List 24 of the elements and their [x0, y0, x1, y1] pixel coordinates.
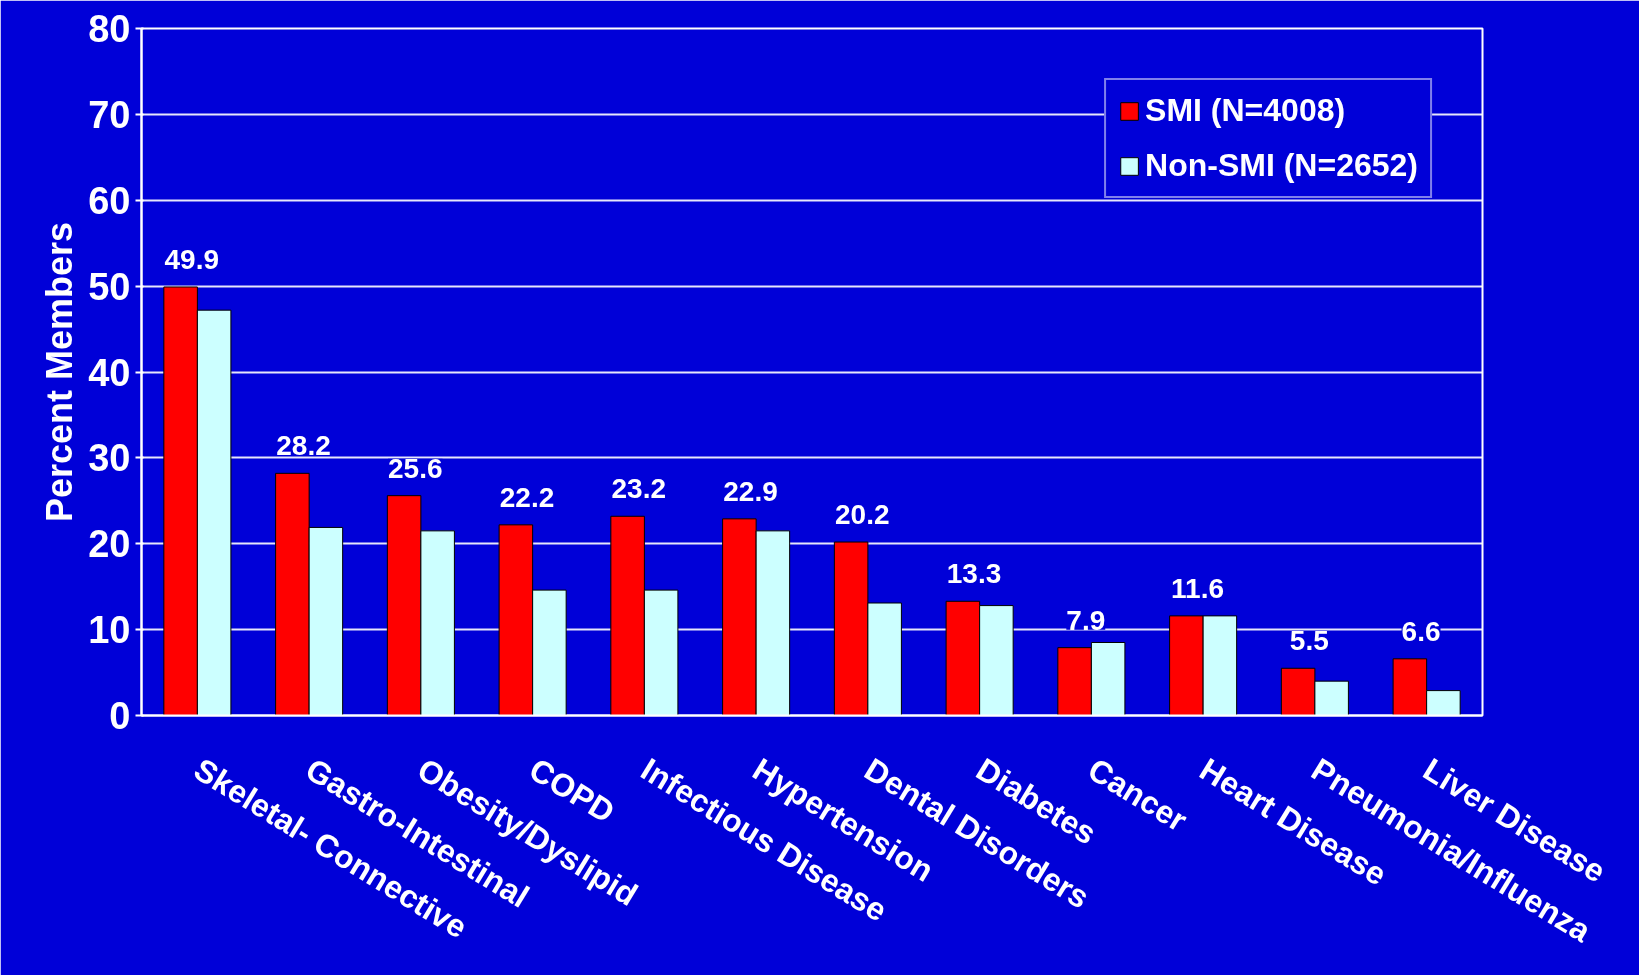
data-label: 5.5 — [1289, 625, 1329, 657]
data-label: 49.9 — [164, 243, 220, 275]
y-tick-label: 70 — [88, 93, 131, 136]
y-tick-label: 20 — [88, 523, 131, 566]
y-tick-label: 0 — [109, 695, 131, 737]
data-label: 22.2 — [499, 481, 555, 513]
legend-label: Non-SMI (N=2652) — [1145, 147, 1418, 184]
y-tick-label: 10 — [88, 609, 131, 652]
y-tick-label: 60 — [88, 179, 131, 222]
data-label: 11.6 — [1171, 572, 1225, 604]
legend-label: SMI (N=4008) — [1145, 92, 1346, 129]
y-tick-label: 50 — [88, 265, 131, 308]
y-tick-label: 80 — [88, 8, 131, 50]
data-label: 28.2 — [276, 430, 331, 462]
data-label: 20.2 — [835, 499, 890, 531]
y-axis-title: Percent Members — [39, 221, 81, 523]
y-tick-label: 40 — [88, 351, 131, 394]
data-label: 25.6 — [388, 452, 443, 484]
y-tick-label: 30 — [88, 437, 131, 480]
data-label: 13.3 — [946, 558, 1002, 590]
data-label: 23.2 — [611, 473, 667, 505]
data-label: 6.6 — [1401, 615, 1441, 647]
data-label: 7.9 — [1066, 604, 1106, 636]
data-label: 22.9 — [723, 475, 778, 507]
